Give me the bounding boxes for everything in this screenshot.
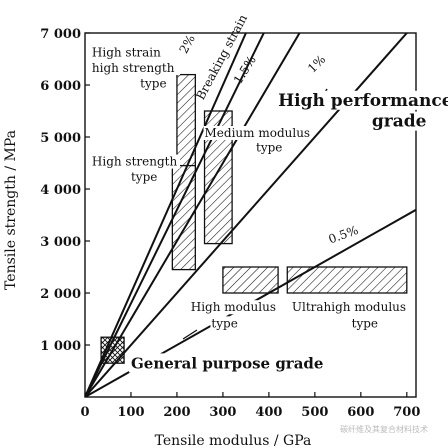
strain-line-label: 2% (177, 32, 198, 55)
annotation-label: Ultrahigh modulus (292, 300, 406, 314)
annotation-label: type (140, 77, 166, 91)
strain-line-label: 1% (305, 52, 328, 75)
x-tick-label: 500 (301, 405, 328, 420)
y-axis-title: Tensile strength / MPa (3, 130, 19, 290)
strain-line-label: 0.5% (327, 223, 360, 247)
x-axis-title: Tensile modulus / GPa (155, 433, 312, 448)
y-tick-label: 1 000 (40, 339, 81, 354)
annotation-label: grade (372, 112, 427, 132)
y-tick-label: 3 000 (40, 235, 81, 250)
annotation-background (350, 316, 380, 331)
annotation-background (90, 61, 180, 75)
x-tick-label: 200 (163, 405, 190, 420)
pointer-mark (182, 329, 198, 340)
strain-line (85, 33, 301, 397)
ticks: 0 100 200 300 400 500 600 700 1 000 2 000 3 000 4 0… (40, 27, 420, 420)
y-tick-label: 6 000 (40, 79, 81, 94)
annotation-background (90, 45, 167, 60)
annotation-background (189, 300, 273, 315)
strain-line (85, 33, 247, 397)
y-tick-label: 4 000 (40, 183, 81, 198)
annotation-background (203, 126, 300, 140)
annotation-label: type (352, 316, 378, 330)
annotation-background (290, 300, 407, 315)
x-tick-label: 400 (255, 405, 282, 420)
annotation-label: Medium modulus (205, 126, 311, 140)
strain-line (85, 33, 409, 397)
annotation-background (369, 111, 421, 131)
annotation-label: high strength (92, 61, 175, 75)
annotation-background (139, 76, 168, 91)
annotation-background (129, 170, 159, 185)
annotation-background (210, 316, 240, 331)
annotation-label: High modulus (191, 300, 276, 314)
x-tick-label: 700 (393, 405, 420, 420)
region-box (222, 266, 279, 294)
y-tick-label: 5 000 (40, 131, 81, 146)
plot-frame (84, 32, 417, 398)
strain-line (85, 33, 265, 397)
x-tick-label: 0 (80, 405, 89, 420)
y-tick-label: 2 000 (40, 287, 81, 302)
annotation-background (128, 353, 312, 373)
annotation-label: High performance (278, 91, 448, 111)
x-tick-label: 300 (209, 405, 236, 420)
annotation-label: type (131, 170, 157, 184)
region-box (286, 266, 408, 294)
annotation-label: High strain (92, 45, 161, 59)
x-tick-label: 600 (347, 405, 374, 420)
watermark: 碳纤维及其复合材料技术 (340, 424, 428, 434)
annotation-label: High strength (92, 155, 178, 169)
annotation-label: type (211, 316, 237, 330)
annotation-label: type (256, 141, 282, 155)
annotation-label: General purpose grade (131, 354, 324, 372)
x-tick-label: 100 (117, 405, 144, 420)
annotation-background (90, 154, 180, 169)
annotation-background (255, 140, 284, 155)
annotation-background (276, 90, 429, 110)
y-tick-label: 7 000 (40, 27, 81, 42)
